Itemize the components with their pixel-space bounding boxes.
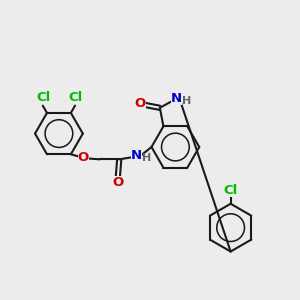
Text: O: O — [134, 97, 146, 110]
Text: H: H — [142, 153, 151, 163]
Text: N: N — [131, 149, 142, 162]
Text: Cl: Cl — [68, 91, 83, 104]
Text: O: O — [112, 176, 123, 189]
Text: Cl: Cl — [224, 184, 238, 197]
Text: N: N — [171, 92, 182, 105]
Text: H: H — [182, 96, 192, 106]
Text: Cl: Cl — [36, 91, 50, 104]
Text: O: O — [78, 151, 89, 164]
